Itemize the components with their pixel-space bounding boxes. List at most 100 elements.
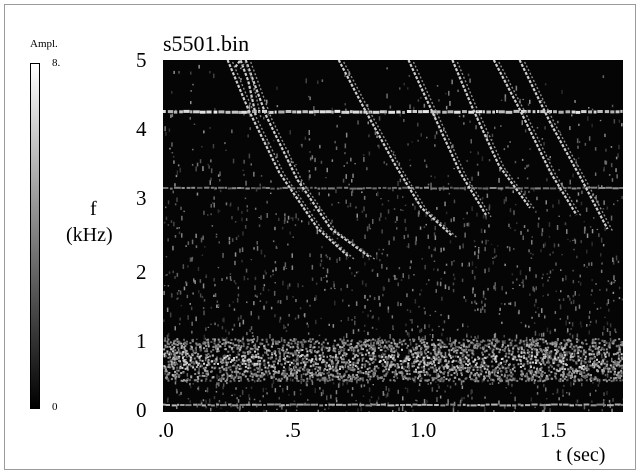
noise-band-speck bbox=[172, 342, 175, 345]
noise-band-speck bbox=[465, 348, 468, 351]
noise-speck bbox=[430, 218, 433, 221]
noise-speck bbox=[524, 324, 527, 328]
noise-band-speck bbox=[585, 375, 587, 378]
noise-speck bbox=[237, 206, 239, 211]
noise-band-speck bbox=[295, 360, 298, 363]
noise-band-speck bbox=[205, 348, 208, 350]
noise-band-speck bbox=[362, 348, 364, 351]
noise-speck bbox=[248, 104, 251, 110]
noise-band-speck bbox=[373, 371, 375, 374]
noise-band-speck bbox=[195, 351, 198, 354]
noise-band-speck bbox=[466, 339, 469, 341]
noise-band-speck bbox=[553, 357, 556, 360]
noise-speck bbox=[217, 209, 220, 214]
noise-speck bbox=[197, 387, 199, 390]
tonal-line-segment bbox=[524, 186, 529, 189]
noise-speck bbox=[336, 232, 338, 235]
noise-speck bbox=[301, 187, 304, 192]
noise-speck bbox=[389, 334, 391, 339]
noise-speck bbox=[486, 344, 488, 348]
noise-speck bbox=[528, 249, 530, 253]
tonal-line-segment bbox=[204, 186, 210, 189]
noise-band-speck bbox=[230, 338, 233, 341]
noise-band-speck bbox=[601, 346, 604, 349]
noise-band-speck bbox=[523, 367, 526, 370]
tonal-line-segment bbox=[165, 404, 170, 406]
noise-band-speck bbox=[179, 367, 182, 370]
noise-band-speck bbox=[439, 346, 442, 349]
noise-speck bbox=[417, 99, 420, 102]
noise-band-speck bbox=[466, 366, 469, 369]
noise-band-speck bbox=[264, 351, 266, 354]
noise-speck bbox=[544, 315, 546, 319]
noise-band-speck bbox=[621, 364, 623, 367]
noise-band-speck bbox=[472, 353, 475, 356]
noise-band-speck bbox=[418, 351, 421, 354]
noise-band-speck bbox=[561, 355, 563, 358]
noise-band-speck bbox=[172, 366, 175, 369]
noise-speck bbox=[259, 292, 262, 295]
tonal-line-segment bbox=[241, 110, 247, 114]
noise-band-speck bbox=[318, 342, 320, 345]
noise-band-speck bbox=[483, 346, 486, 349]
noise-band-speck bbox=[617, 344, 620, 347]
noise-speck bbox=[589, 324, 591, 326]
noise-band-speck bbox=[445, 378, 448, 380]
noise-band-speck bbox=[511, 373, 514, 376]
noise-speck bbox=[241, 247, 244, 253]
noise-band-speck bbox=[249, 370, 252, 373]
sweep-edge bbox=[239, 61, 262, 119]
noise-band-speck bbox=[386, 362, 389, 365]
noise-speck bbox=[604, 133, 606, 138]
noise-band-speck bbox=[347, 359, 350, 362]
noise-band-speck bbox=[273, 366, 276, 369]
noise-band-speck bbox=[244, 369, 247, 372]
noise-speck bbox=[610, 146, 613, 148]
noise-band-speck bbox=[299, 341, 302, 344]
noise-band-speck bbox=[387, 357, 390, 360]
noise-band-speck bbox=[542, 361, 545, 364]
noise-speck bbox=[394, 404, 396, 407]
noise-band-speck bbox=[575, 368, 578, 371]
noise-band-speck bbox=[170, 348, 173, 351]
noise-band-speck bbox=[277, 371, 280, 374]
noise-band-speck bbox=[454, 343, 456, 346]
noise-band-speck bbox=[274, 368, 276, 371]
noise-speck bbox=[386, 254, 389, 257]
noise-speck bbox=[460, 380, 463, 386]
noise-band-speck bbox=[295, 375, 298, 378]
noise-speck bbox=[281, 226, 284, 230]
noise-speck bbox=[315, 282, 318, 285]
noise-band-speck bbox=[181, 380, 184, 382]
noise-speck bbox=[555, 262, 557, 266]
noise-band-speck bbox=[267, 357, 270, 360]
noise-speck bbox=[488, 159, 491, 162]
noise-speck bbox=[434, 247, 436, 252]
noise-band-speck bbox=[491, 365, 494, 368]
noise-speck bbox=[237, 286, 240, 290]
noise-band-speck bbox=[617, 363, 620, 366]
noise-band-speck bbox=[353, 349, 356, 352]
noise-band-speck bbox=[272, 341, 274, 344]
noise-speck bbox=[543, 142, 545, 146]
noise-speck bbox=[397, 282, 399, 287]
noise-band-speck bbox=[447, 362, 450, 364]
noise-band-speck bbox=[503, 375, 506, 378]
noise-speck bbox=[409, 104, 411, 109]
noise-band-speck bbox=[309, 338, 312, 341]
noise-band-speck bbox=[575, 361, 578, 364]
tonal-line-segment bbox=[180, 404, 185, 406]
noise-band-speck bbox=[539, 348, 542, 350]
noise-speck bbox=[504, 340, 506, 345]
noise-speck bbox=[253, 247, 255, 250]
noise-speck bbox=[382, 352, 384, 356]
noise-band-speck bbox=[288, 374, 291, 377]
noise-speck bbox=[318, 334, 321, 337]
noise-speck bbox=[250, 163, 252, 166]
noise-band-speck bbox=[414, 352, 417, 355]
noise-band-speck bbox=[250, 372, 253, 375]
noise-speck bbox=[489, 383, 491, 385]
noise-speck bbox=[453, 277, 456, 281]
noise-band-speck bbox=[537, 380, 540, 383]
noise-band-speck bbox=[598, 346, 601, 349]
